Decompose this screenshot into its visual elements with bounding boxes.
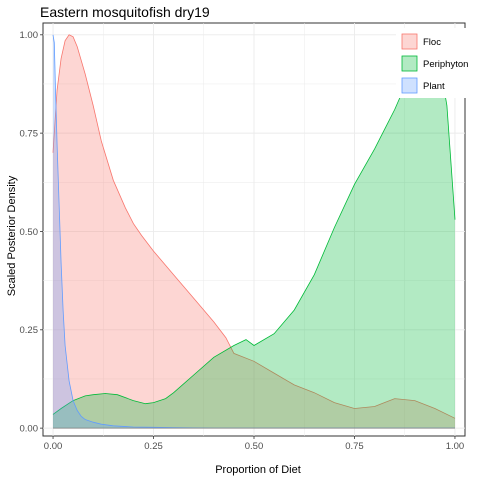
x-tick-label: 1.00: [446, 441, 465, 452]
x-tick-label: 0.25: [144, 441, 163, 452]
legend-label-floc: Floc: [423, 37, 441, 48]
legend-label-periphyton: Periphyton: [423, 59, 468, 70]
y-tick-label: 1.00: [20, 30, 39, 41]
legend: Floc Periphyton Plant: [396, 28, 468, 98]
density-area-periphyton: [53, 50, 455, 429]
x-axis-title: Proportion of Diet: [215, 464, 301, 476]
x-tick-label: 0.50: [245, 441, 264, 452]
x-tick-label: 0.00: [44, 441, 63, 452]
density-area-floc: [53, 34, 455, 429]
y-tick-label: 0.00: [20, 423, 39, 434]
y-axis-ticks: 0.00 0.25 0.50 0.75 1.00: [20, 30, 43, 434]
y-tick-label: 0.50: [20, 227, 39, 238]
legend-box: [396, 28, 466, 98]
y-tick-label: 0.75: [20, 128, 39, 139]
legend-label-plant: Plant: [423, 81, 445, 92]
y-tick-label: 0.25: [20, 325, 39, 336]
x-tick-label: 0.75: [345, 441, 364, 452]
legend-key-plant: [401, 77, 418, 94]
density-areas: [52, 34, 456, 429]
grid-lines: [43, 23, 465, 436]
legend-key-floc: [401, 33, 418, 50]
y-axis-title: Scaled Posterior Density: [6, 175, 18, 296]
chart-title: Eastern mosquitofish dry19: [40, 4, 210, 20]
density-line-floc: [52, 34, 456, 419]
x-axis-ticks: 0.00 0.25 0.50 0.75 1.00: [44, 436, 464, 452]
legend-key-periphyton: [401, 55, 418, 72]
